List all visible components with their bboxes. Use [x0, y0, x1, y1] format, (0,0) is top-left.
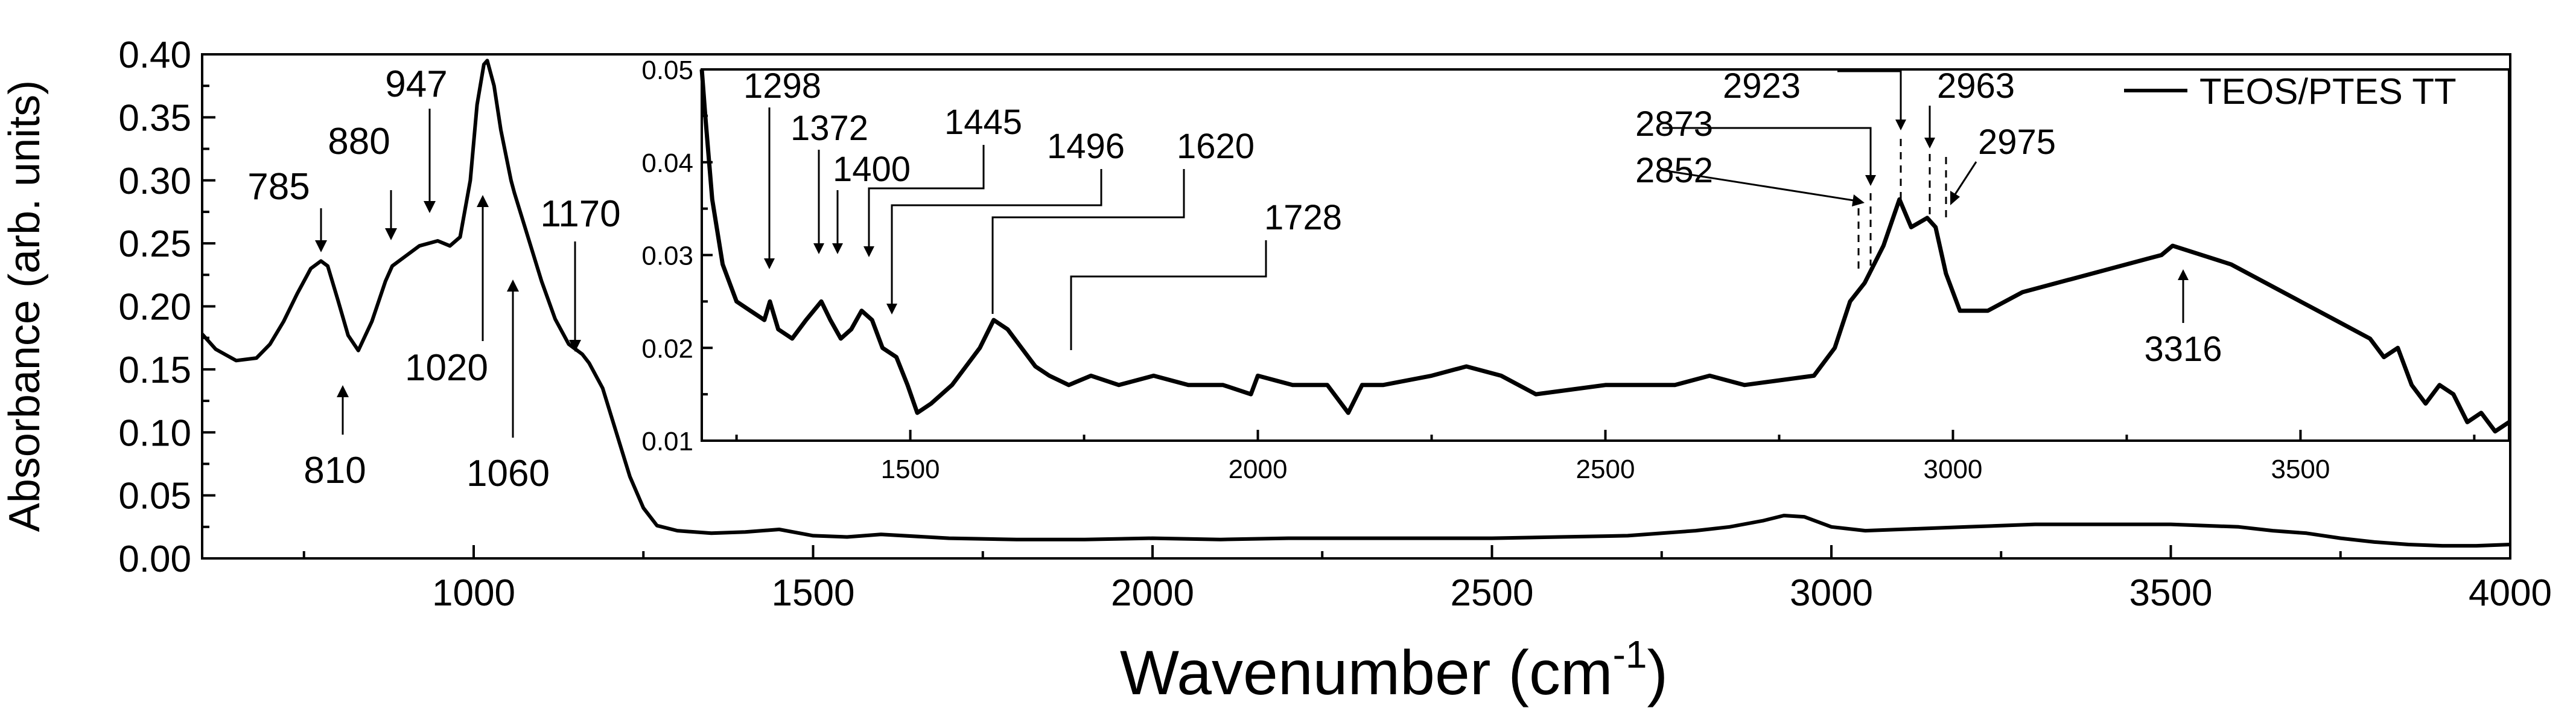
x-axis-title-end: ): [1647, 638, 1668, 708]
inset-annotation-1400: 1400: [833, 150, 911, 189]
annotation-810-arrowhead: [337, 385, 349, 397]
inset-annotation-1445-arrowhead: [863, 246, 874, 257]
inset-annotation-2963: 2963: [1937, 66, 2015, 106]
inset-annotation-1728-leader: [1070, 240, 1267, 350]
inset-x-tick-label: 2000: [1229, 455, 1288, 484]
inset-y-axis-ticks: 0.01 0.02 0.03 0.04 0.05: [641, 56, 713, 456]
x-axis-title: Wavenumber (cm-1): [1120, 633, 1668, 708]
inset-annotation-1620: 1620: [1177, 127, 1255, 166]
legend: TEOS/PTES TT: [2124, 71, 2457, 112]
inset-y-tick-label: 0.02: [641, 334, 693, 363]
main-x-tick-label: 3000: [1790, 572, 1873, 614]
annotation-1060-arrowhead: [507, 279, 519, 292]
inset-y-tick-label: 0.03: [641, 241, 693, 271]
inset-annotation-2923-leader: [1837, 70, 1902, 121]
inset-series-line: [699, 69, 2510, 434]
inset-y-tick-label: 0.04: [641, 149, 693, 178]
main-x-tick-label: 1500: [772, 572, 855, 614]
main-x-tick-label: 2500: [1451, 572, 1534, 614]
main-y-tick-label: 0.35: [118, 97, 191, 139]
inset-annotation-2873-leader: [1662, 127, 1872, 176]
main-x-tick-label: 4000: [2469, 572, 2552, 614]
annotation-785-arrowhead: [315, 240, 327, 252]
annotation-1170-arrowhead: [569, 340, 581, 352]
inset-annotation-2975-arrowhead: [1950, 191, 1960, 205]
main-x-tick-label: 3500: [2129, 572, 2213, 614]
inset-annotation-1400-arrowhead: [832, 243, 843, 254]
inset-annotation-2975-leader: [1953, 161, 1977, 197]
legend-label: TEOS/PTES TT: [2199, 71, 2457, 112]
inset-x-tick-label: 3500: [2271, 455, 2330, 484]
x-axis-title-main: Wavenumber (cm: [1120, 638, 1613, 708]
y-axis-title: Absorbance (arb. units): [1, 80, 49, 532]
inset-annotation-2963-arrowhead: [1924, 138, 1935, 149]
inset-annotation-2873: 2873: [1635, 104, 1713, 144]
inset-annotation-2923: 2923: [1723, 66, 1801, 106]
annotation-1060: 1060: [466, 453, 550, 494]
inset-annotation-3316: 3316: [2144, 330, 2222, 369]
main-y-tick-label: 0.10: [118, 412, 191, 454]
inset-annotation-3316-arrowhead: [2178, 269, 2189, 280]
main-y-tick-label: 0.25: [118, 223, 191, 265]
main-y-tick-label: 0.05: [118, 476, 191, 517]
inset-annotation-1298-arrowhead: [764, 258, 775, 269]
main-y-axis-ticks: 0.00 0.05 0.10 0.15 0.20 0.25 0.30 0.35 0.40: [118, 34, 215, 580]
inset-annotation-1496-leader: [891, 169, 1102, 305]
inset-x-tick-label: 3000: [1924, 455, 1983, 484]
annotation-1020: 1020: [405, 347, 488, 389]
main-y-tick-label: 0.30: [118, 161, 191, 202]
annotation-880: 880: [328, 121, 390, 162]
inset-annotation-1445: 1445: [944, 103, 1022, 142]
inset-annotation-1620-leader: [991, 169, 1185, 314]
annotation-947: 947: [385, 63, 447, 105]
inset-x-tick-label: 1500: [881, 455, 940, 484]
main-x-tick-label: 2000: [1111, 572, 1194, 614]
inset-annotation-2923-arrowhead: [1895, 120, 1906, 130]
inset-annotation-1372: 1372: [790, 109, 868, 148]
inset-annotation-2852-arrowhead: [1852, 194, 1865, 206]
annotation-810: 810: [304, 450, 366, 491]
main-y-tick-label: 0.00: [118, 538, 191, 580]
inset-annotation-1728: 1728: [1264, 198, 1342, 237]
annotation-785: 785: [247, 166, 310, 208]
inset-x-tick-label: 2500: [1576, 455, 1635, 484]
inset-annotation-2852: 2852: [1635, 151, 1713, 190]
x-axis-title-sup: -1: [1613, 633, 1647, 676]
inset-annotation-1298: 1298: [743, 66, 821, 106]
main-annotations: 785 810 880 947 1020 1060 1170: [247, 63, 620, 494]
inset-annotation-1496-arrowhead: [886, 304, 897, 315]
annotation-880-arrowhead: [385, 228, 397, 240]
main-y-tick-label: 0.15: [118, 350, 191, 391]
inset-annotations: 1298 1372 1400 1445 1496 1620 1728 2852 …: [743, 66, 2222, 369]
main-y-tick-label: 0.40: [118, 34, 191, 76]
inset-annotation-2975: 2975: [1978, 123, 2056, 162]
inset-annotation-1445-leader: [868, 145, 985, 248]
inset-y-tick-label: 0.01: [641, 427, 693, 456]
inset-annotation-2873-arrowhead: [1865, 175, 1876, 186]
main-y-tick-label: 0.20: [118, 287, 191, 328]
annotation-1170: 1170: [540, 193, 620, 235]
inset-annotation-1372-arrowhead: [813, 243, 824, 254]
inset-x-axis-ticks: 1500 2000 2500 3000 3500: [735, 430, 2476, 484]
main-x-tick-label: 1000: [432, 572, 515, 614]
series-line-teos-ptes-tt: [200, 59, 2511, 548]
inset-annotation-1496: 1496: [1047, 127, 1125, 166]
annotation-1020-arrowhead: [477, 195, 489, 207]
main-x-axis-ticks: 1000 1500 2000 2500 3000 3500 4000: [302, 545, 2552, 614]
inset-y-tick-label: 0.05: [641, 56, 693, 85]
inset-annotation-2852-leader: [1662, 169, 1854, 202]
annotation-947-arrowhead: [424, 201, 436, 213]
